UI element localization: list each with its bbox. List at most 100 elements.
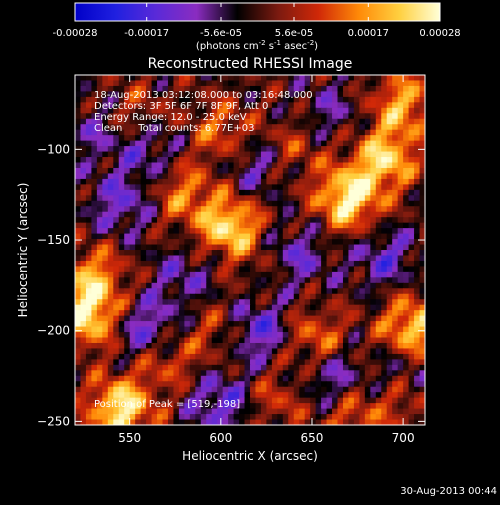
- heatmap-cell: [326, 326, 333, 333]
- heatmap-cell: [266, 173, 273, 180]
- heatmap-cell: [173, 282, 180, 289]
- heatmap-cell: [222, 381, 229, 388]
- heatmap-cell: [277, 135, 284, 142]
- heatmap-cell: [255, 91, 262, 98]
- heatmap-cell: [91, 167, 98, 175]
- heatmap-cell: [217, 189, 224, 196]
- heatmap-cell: [151, 348, 158, 355]
- heatmap-cell: [80, 321, 87, 328]
- heatmap-cell: [118, 403, 125, 410]
- heatmap-cell: [239, 348, 246, 355]
- heatmap-cell: [184, 337, 191, 344]
- heatmap-cell: [96, 222, 103, 229]
- heatmap-cell: [337, 91, 344, 98]
- heatmap-cell: [342, 408, 350, 415]
- heatmap-cell: [107, 244, 114, 251]
- heatmap-cell: [315, 146, 322, 153]
- heatmap-cell: [129, 107, 136, 114]
- heatmap-cell: [304, 140, 311, 147]
- heatmap-cell: [381, 118, 388, 125]
- heatmap-cell: [167, 178, 175, 185]
- heatmap-cell: [282, 189, 289, 196]
- heatmap-cell: [392, 189, 399, 196]
- heatmap-cell: [206, 370, 213, 377]
- heatmap-cell: [140, 184, 147, 191]
- heatmap-cell: [353, 370, 360, 377]
- heatmap-cell: [359, 244, 366, 251]
- heatmap-cell: [118, 167, 125, 175]
- heatmap-cell: [239, 184, 246, 191]
- heatmap-cell: [375, 260, 382, 268]
- heatmap-cell: [375, 364, 382, 371]
- heatmap-cell: [107, 348, 114, 355]
- heatmap-cell: [348, 102, 355, 109]
- heatmap-cell: [359, 282, 366, 289]
- heatmap-cell: [315, 107, 322, 114]
- heatmap-cell: [244, 222, 251, 229]
- heatmap-cell: [370, 124, 377, 131]
- heatmap-cell: [277, 364, 284, 371]
- heatmap-cell: [326, 414, 333, 421]
- heatmap-cell: [173, 162, 180, 169]
- heatmap-cell: [255, 75, 262, 82]
- heatmap-cell: [113, 266, 120, 273]
- heatmap-cell: [266, 277, 273, 284]
- heatmap-cell: [326, 244, 333, 251]
- heatmap-cell: [140, 353, 147, 360]
- heatmap-cell: [260, 299, 268, 306]
- heatmap-cell: [195, 271, 202, 278]
- heatmap-cell: [85, 178, 93, 185]
- heatmap-cell: [146, 310, 153, 317]
- heatmap-cell: [222, 189, 229, 196]
- heatmap-cell: [337, 403, 344, 410]
- heatmap-cell: [342, 80, 350, 87]
- heatmap-cell: [135, 85, 142, 93]
- heatmap-cell: [162, 353, 169, 360]
- heatmap-cell: [91, 80, 98, 87]
- heatmap-cell: [353, 348, 360, 355]
- heatmap-cell: [288, 348, 295, 355]
- heatmap-cell: [233, 206, 240, 213]
- heatmap-cell: [271, 195, 278, 202]
- heatmap-cell: [277, 288, 284, 295]
- heatmap-cell: [173, 211, 180, 218]
- heatmap-cell: [408, 337, 415, 344]
- heatmap-cell: [288, 364, 295, 371]
- heatmap-cell: [310, 228, 317, 235]
- heatmap-cell: [80, 255, 87, 262]
- heatmap-cell: [386, 293, 393, 300]
- heatmap-cell: [337, 315, 344, 322]
- heatmap-cell: [337, 195, 344, 202]
- heatmap-cell: [146, 162, 153, 169]
- heatmap-cell: [310, 255, 317, 262]
- heatmap-cell: [255, 129, 262, 136]
- heatmap-cell: [75, 310, 82, 317]
- heatmap-cell: [282, 151, 289, 158]
- heatmap-cell: [135, 255, 142, 262]
- heatmap-cell: [364, 370, 371, 377]
- heatmap-cell: [140, 107, 147, 114]
- heatmap-cell: [299, 118, 306, 125]
- heatmap-cell: [342, 332, 350, 339]
- heatmap-cell: [386, 304, 393, 311]
- heatmap-cell: [80, 386, 87, 393]
- heatmap-cell: [419, 304, 425, 311]
- heatmap-cell: [348, 277, 355, 284]
- heatmap-cell: [293, 195, 300, 202]
- heatmap-cell: [381, 85, 388, 93]
- heatmap-cell: [332, 304, 339, 311]
- heatmap-cell: [255, 200, 262, 207]
- heatmap-cell: [326, 222, 333, 229]
- heatmap-cell: [239, 266, 246, 273]
- heatmap-cell: [173, 260, 180, 268]
- heatmap-cell: [151, 157, 158, 164]
- heatmap-cell: [173, 277, 180, 284]
- heatmap-cell: [315, 348, 322, 355]
- heatmap-cell: [348, 282, 355, 289]
- heatmap-cell: [217, 157, 224, 164]
- heatmap-cell: [375, 381, 382, 388]
- heatmap-cell: [310, 217, 317, 224]
- heatmap-cell: [228, 85, 235, 93]
- heatmap-cell: [271, 151, 278, 158]
- heatmap-cell: [233, 282, 240, 289]
